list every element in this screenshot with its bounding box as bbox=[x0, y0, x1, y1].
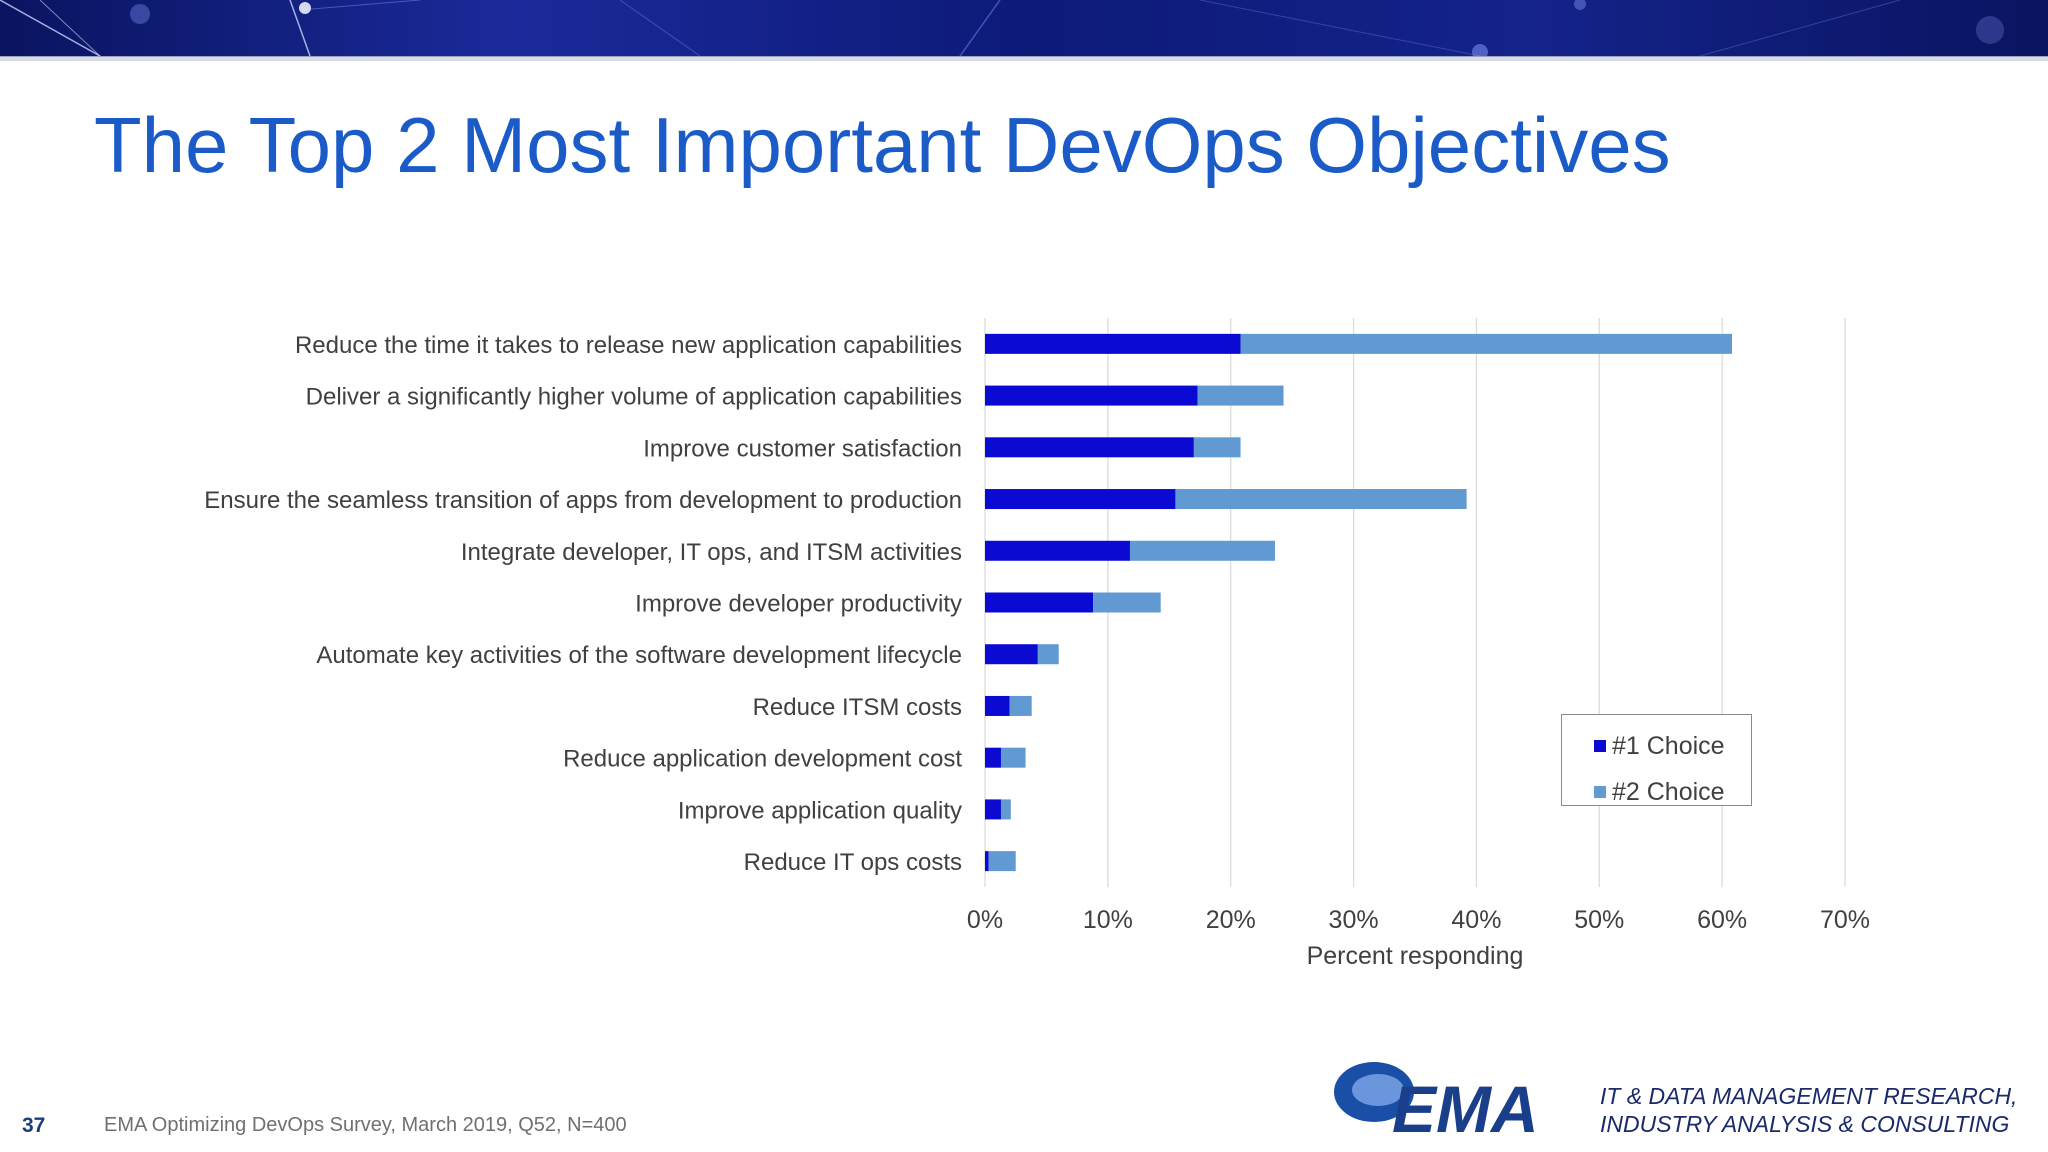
ema-logo-text: EMA bbox=[1392, 1072, 1539, 1140]
category-label: Improve developer productivity bbox=[635, 591, 962, 618]
x-tick-label: 60% bbox=[1697, 906, 1747, 934]
bar-segment-choice-1 bbox=[985, 489, 1176, 510]
category-label: Automate key activities of the software … bbox=[316, 642, 962, 669]
bar-segment-choice-1 bbox=[985, 437, 1194, 458]
legend-item-choice-2: #2 Choice bbox=[1594, 777, 1725, 807]
category-label: Improve application quality bbox=[678, 797, 962, 824]
page-number: 37 bbox=[22, 1114, 46, 1137]
bar-segment-choice-2 bbox=[1193, 437, 1241, 458]
bar-segment-choice-1 bbox=[985, 333, 1241, 354]
bar-segment-choice-2 bbox=[1093, 592, 1161, 613]
category-label: Ensure the seamless transition of apps f… bbox=[204, 487, 962, 514]
x-tick-label: 10% bbox=[1083, 906, 1133, 934]
category-label: Reduce application development cost bbox=[563, 746, 962, 773]
bar-segment-choice-2 bbox=[1009, 695, 1032, 716]
bar-segment-choice-2 bbox=[1000, 747, 1026, 768]
header-divider bbox=[0, 56, 2048, 61]
x-tick-label: 20% bbox=[1206, 906, 1256, 934]
bar-segment-choice-2 bbox=[1129, 540, 1275, 561]
header-banner bbox=[0, 0, 2048, 56]
bar-segment-choice-1 bbox=[985, 592, 1094, 613]
x-tick-label: 0% bbox=[967, 906, 1003, 934]
bar-segment-choice-1 bbox=[985, 851, 989, 872]
bar-segment-choice-1 bbox=[985, 799, 1001, 820]
category-label: Reduce the time it takes to release new … bbox=[295, 332, 962, 359]
stacked-bar-chart: 0% 10% 20% 30% 40% 50% 60% 70% Reduce the time i… bbox=[204, 318, 1870, 970]
category-label: Integrate developer, IT ops, and ITSM ac… bbox=[461, 539, 962, 566]
x-axis-title: Percent responding bbox=[1307, 942, 1524, 970]
legend-label-choice-1: #1 Choice bbox=[1612, 731, 1725, 760]
chart-legend: #1 Choice #2 Choice bbox=[1561, 714, 1752, 806]
legend-item-choice-1: #1 Choice bbox=[1594, 731, 1725, 761]
ema-logo: EMA bbox=[1334, 1062, 1539, 1140]
bar-segment-choice-2 bbox=[1000, 799, 1011, 820]
source-note: EMA Optimizing DevOps Survey, March 2019… bbox=[104, 1114, 627, 1136]
legend-swatch-choice-1 bbox=[1594, 740, 1606, 752]
category-label: Improve customer satisfaction bbox=[643, 435, 962, 462]
slide-title: The Top 2 Most Important DevOps Objectiv… bbox=[94, 101, 1671, 189]
category-label: Reduce IT ops costs bbox=[744, 849, 962, 876]
bar-segment-choice-1 bbox=[985, 644, 1038, 665]
x-tick-label: 50% bbox=[1574, 906, 1624, 934]
bar-segment-choice-2 bbox=[1240, 333, 1732, 354]
bar-segment-choice-1 bbox=[985, 695, 1010, 716]
bar-segment-choice-1 bbox=[985, 540, 1130, 561]
bar-segment-choice-1 bbox=[985, 385, 1198, 406]
category-label: Reduce ITSM costs bbox=[753, 694, 962, 721]
x-tick-label: 30% bbox=[1329, 906, 1379, 934]
x-tick-label: 40% bbox=[1451, 906, 1501, 934]
company-tagline: IT & DATA MANAGEMENT RESEARCH, INDUSTRY … bbox=[1600, 1082, 2017, 1138]
bar-segment-choice-2 bbox=[1197, 385, 1284, 406]
legend-label-choice-2: #2 Choice bbox=[1612, 777, 1725, 806]
network-graphic bbox=[0, 0, 2004, 56]
x-tick-label: 70% bbox=[1820, 906, 1870, 934]
tagline-line-1: IT & DATA MANAGEMENT RESEARCH, bbox=[1600, 1083, 2018, 1109]
legend-swatch-choice-2 bbox=[1594, 786, 1606, 798]
bar-segment-choice-2 bbox=[988, 851, 1016, 872]
category-label: Deliver a significantly higher volume of… bbox=[306, 384, 962, 411]
bar-segment-choice-2 bbox=[1037, 644, 1059, 665]
tagline-line-2: INDUSTRY ANALYSIS & CONSULTING bbox=[1600, 1111, 2010, 1137]
bar-segment-choice-2 bbox=[1175, 489, 1467, 510]
bar-segment-choice-1 bbox=[985, 747, 1001, 768]
